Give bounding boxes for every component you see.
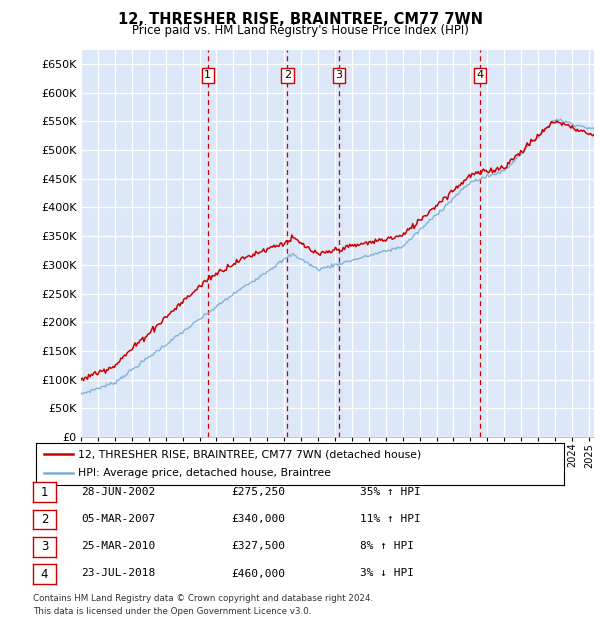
Text: This data is licensed under the Open Government Licence v3.0.: This data is licensed under the Open Gov… [33, 607, 311, 616]
Text: 2: 2 [284, 71, 291, 81]
Text: 2: 2 [41, 513, 48, 526]
Text: £340,000: £340,000 [231, 514, 285, 524]
Text: 4: 4 [476, 71, 484, 81]
Text: 3: 3 [41, 541, 48, 553]
Text: 4: 4 [41, 568, 48, 580]
Text: HPI: Average price, detached house, Braintree: HPI: Average price, detached house, Brai… [78, 469, 331, 479]
Text: Price paid vs. HM Land Registry's House Price Index (HPI): Price paid vs. HM Land Registry's House … [131, 24, 469, 37]
Text: 1: 1 [205, 71, 211, 81]
Text: £460,000: £460,000 [231, 569, 285, 578]
Text: 12, THRESHER RISE, BRAINTREE, CM77 7WN (detached house): 12, THRESHER RISE, BRAINTREE, CM77 7WN (… [78, 449, 421, 459]
Text: 05-MAR-2007: 05-MAR-2007 [81, 514, 155, 524]
Text: 25-MAR-2010: 25-MAR-2010 [81, 541, 155, 551]
Text: 28-JUN-2002: 28-JUN-2002 [81, 487, 155, 497]
Text: £327,500: £327,500 [231, 541, 285, 551]
Text: 12, THRESHER RISE, BRAINTREE, CM77 7WN: 12, THRESHER RISE, BRAINTREE, CM77 7WN [118, 12, 482, 27]
Text: 3% ↓ HPI: 3% ↓ HPI [360, 569, 414, 578]
Text: £275,250: £275,250 [231, 487, 285, 497]
Text: 11% ↑ HPI: 11% ↑ HPI [360, 514, 421, 524]
Text: Contains HM Land Registry data © Crown copyright and database right 2024.: Contains HM Land Registry data © Crown c… [33, 595, 373, 603]
Text: 23-JUL-2018: 23-JUL-2018 [81, 569, 155, 578]
Text: 8% ↑ HPI: 8% ↑ HPI [360, 541, 414, 551]
Text: 3: 3 [335, 71, 343, 81]
Text: 35% ↑ HPI: 35% ↑ HPI [360, 487, 421, 497]
Text: 1: 1 [41, 486, 48, 498]
